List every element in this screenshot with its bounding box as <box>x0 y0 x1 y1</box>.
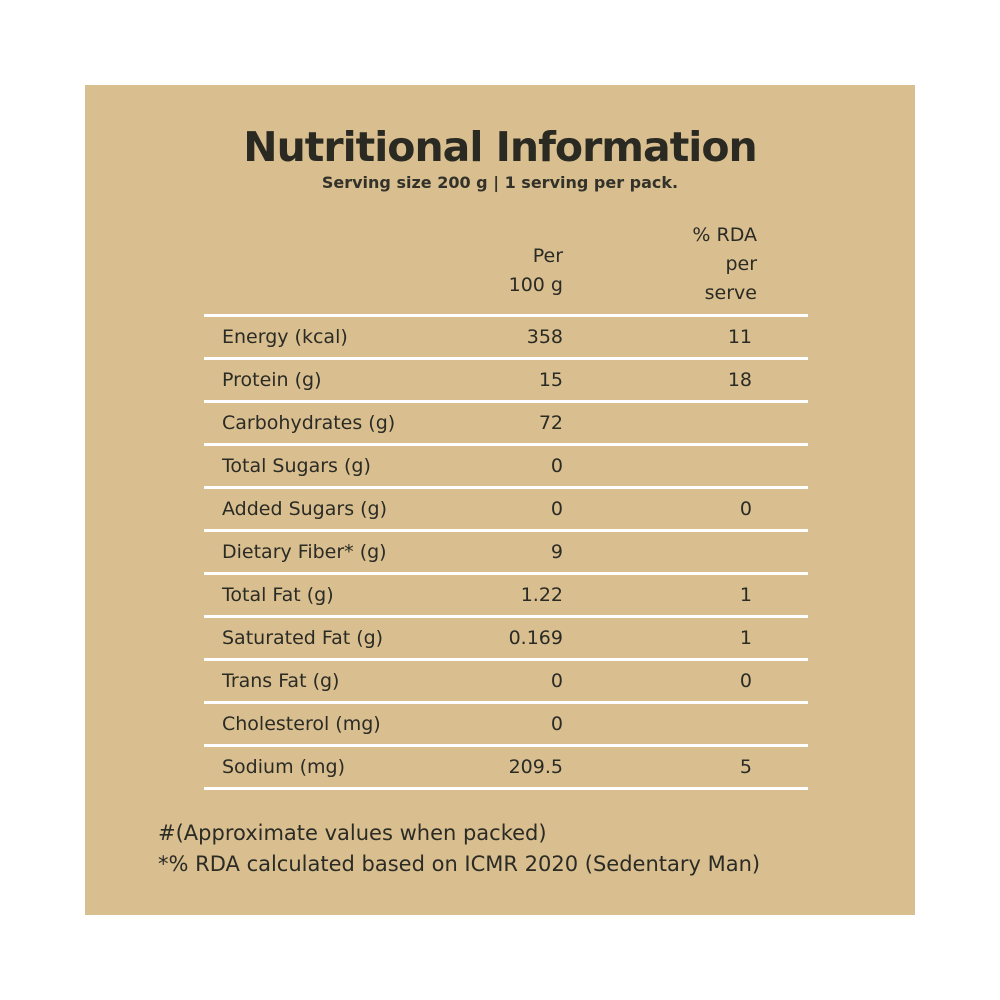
table-row: Dietary Fiber* (g) 9 <box>204 532 808 575</box>
table-row: Carbohydrates (g) 72 <box>204 403 808 446</box>
value-per-100g: 0 <box>550 455 563 477</box>
table-row: Total Fat (g) 1.22 1 <box>204 575 808 618</box>
nutrient-name: Cholesterol (mg) <box>222 713 381 735</box>
column-header-per-100g: Per 100 g <box>508 245 563 296</box>
value-rda: 1 <box>739 627 752 649</box>
nutrient-name: Added Sugars (g) <box>222 498 388 520</box>
nutrient-name: Saturated Fat (g) <box>222 627 384 649</box>
label-title: Nutritional Information <box>243 123 757 171</box>
column-header-rda: % RDA per serve <box>692 224 757 304</box>
value-per-100g: 1.22 <box>520 584 563 606</box>
value-per-100g: 358 <box>526 326 563 348</box>
serving-info: Serving size 200 g | 1 serving per pack. <box>321 173 679 192</box>
table-row: Cholesterol (mg) 0 <box>204 704 808 747</box>
nutrient-name: Energy (kcal) <box>222 326 348 348</box>
table-row: Trans Fat (g) 0 0 <box>204 661 808 704</box>
value-rda: 1 <box>739 584 752 606</box>
value-rda: 0 <box>739 498 752 520</box>
table-row: Saturated Fat (g) 0.169 1 <box>204 618 808 661</box>
table-row: Energy (kcal) 358 11 <box>204 317 808 360</box>
table-row: Sodium (mg) 209.5 5 <box>204 747 808 790</box>
nutrient-name: Carbohydrates (g) <box>222 412 396 434</box>
value-rda: 0 <box>739 670 752 692</box>
nutrient-name: Sodium (mg) <box>222 756 346 778</box>
nutrient-name: Dietary Fiber* (g) <box>222 541 387 563</box>
nutrient-name: Total Sugars (g) <box>222 455 371 477</box>
value-rda: 18 <box>727 369 752 391</box>
value-per-100g: 0 <box>550 713 563 735</box>
value-per-100g: 0.169 <box>508 627 563 649</box>
table-body: Energy (kcal) 358 11 Protein (g) 15 18 Carbohy… <box>204 317 808 790</box>
table-row: Added Sugars (g) 0 0 <box>204 489 808 532</box>
nutrition-label-panel: Nutritional Information Serving size 200… <box>85 85 915 915</box>
value-per-100g: 0 <box>550 670 563 692</box>
value-per-100g: 9 <box>550 541 563 563</box>
nutrient-name: Protein (g) <box>222 369 322 391</box>
nutrition-table: Energy (kcal) 358 11 Protein (g) 15 18 Carbohy… <box>204 314 808 790</box>
value-per-100g: 72 <box>538 412 563 434</box>
value-rda: 11 <box>727 326 752 348</box>
table-top-rule <box>204 314 808 317</box>
footnote-approximate: #(Approximate values when packed) <box>158 821 547 845</box>
value-per-100g: 0 <box>550 498 563 520</box>
value-per-100g: 15 <box>538 369 563 391</box>
nutrient-name: Trans Fat (g) <box>222 670 340 692</box>
table-row: Protein (g) 15 18 <box>204 360 808 403</box>
value-per-100g: 209.5 <box>508 756 563 778</box>
table-row: Total Sugars (g) 0 <box>204 446 808 489</box>
nutrient-name: Total Fat (g) <box>222 584 334 606</box>
value-rda: 5 <box>739 756 752 778</box>
footnotes: #(Approximate values when packed) *% RDA… <box>158 818 760 880</box>
footnote-rda-basis: *% RDA calculated based on ICMR 2020 (Se… <box>158 852 761 876</box>
